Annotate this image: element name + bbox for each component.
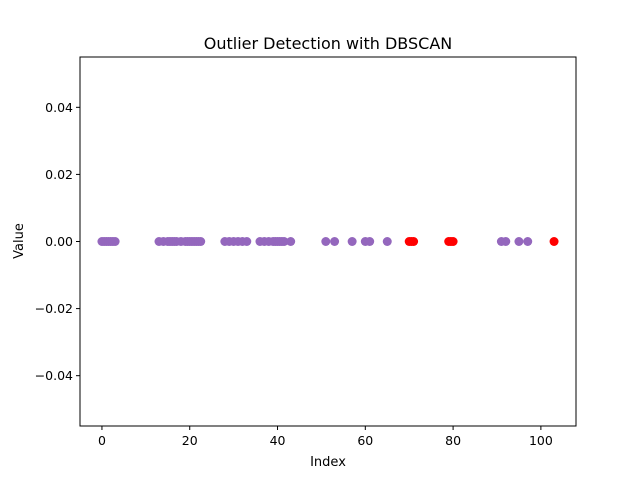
inlier-point bbox=[110, 237, 120, 246]
y-tick-label: 0.04 bbox=[45, 100, 73, 115]
data-points bbox=[97, 237, 559, 246]
inlier-point bbox=[279, 237, 289, 246]
outlier-point bbox=[549, 237, 559, 246]
outlier-point bbox=[448, 237, 458, 246]
y-tick-label: 0.02 bbox=[45, 167, 73, 182]
x-tick-label: 80 bbox=[445, 433, 461, 448]
inlier-point bbox=[330, 237, 340, 246]
y-tick-label: 0.00 bbox=[45, 234, 73, 249]
y-axis-label: Value bbox=[12, 223, 27, 259]
inlier-point bbox=[523, 237, 533, 246]
y-tick-label: −0.02 bbox=[35, 301, 73, 316]
x-tick-label: 100 bbox=[529, 433, 553, 448]
inlier-point bbox=[196, 237, 206, 246]
x-axis-label: Index bbox=[310, 455, 346, 470]
chart-title: Outlier Detection with DBSCAN bbox=[204, 34, 453, 53]
inlier-point bbox=[514, 237, 524, 246]
x-tick-label: 60 bbox=[357, 433, 373, 448]
x-tick-label: 20 bbox=[182, 433, 198, 448]
x-tick-label: 0 bbox=[98, 433, 106, 448]
inlier-point bbox=[382, 237, 392, 246]
y-axis-ticks: 0.04 0.02 0.00 −0.02 −0.04 bbox=[35, 100, 80, 383]
x-axis-ticks: 0 20 40 60 80 100 bbox=[98, 426, 553, 448]
x-tick-label: 40 bbox=[270, 433, 286, 448]
inlier-point bbox=[347, 237, 357, 246]
inlier-point bbox=[501, 237, 511, 246]
inlier-point bbox=[321, 237, 331, 246]
inlier-point bbox=[365, 237, 375, 246]
outlier-point bbox=[409, 237, 419, 246]
inlier-point bbox=[286, 237, 296, 246]
inlier-point bbox=[242, 237, 252, 246]
y-tick-label: −0.04 bbox=[35, 368, 73, 383]
